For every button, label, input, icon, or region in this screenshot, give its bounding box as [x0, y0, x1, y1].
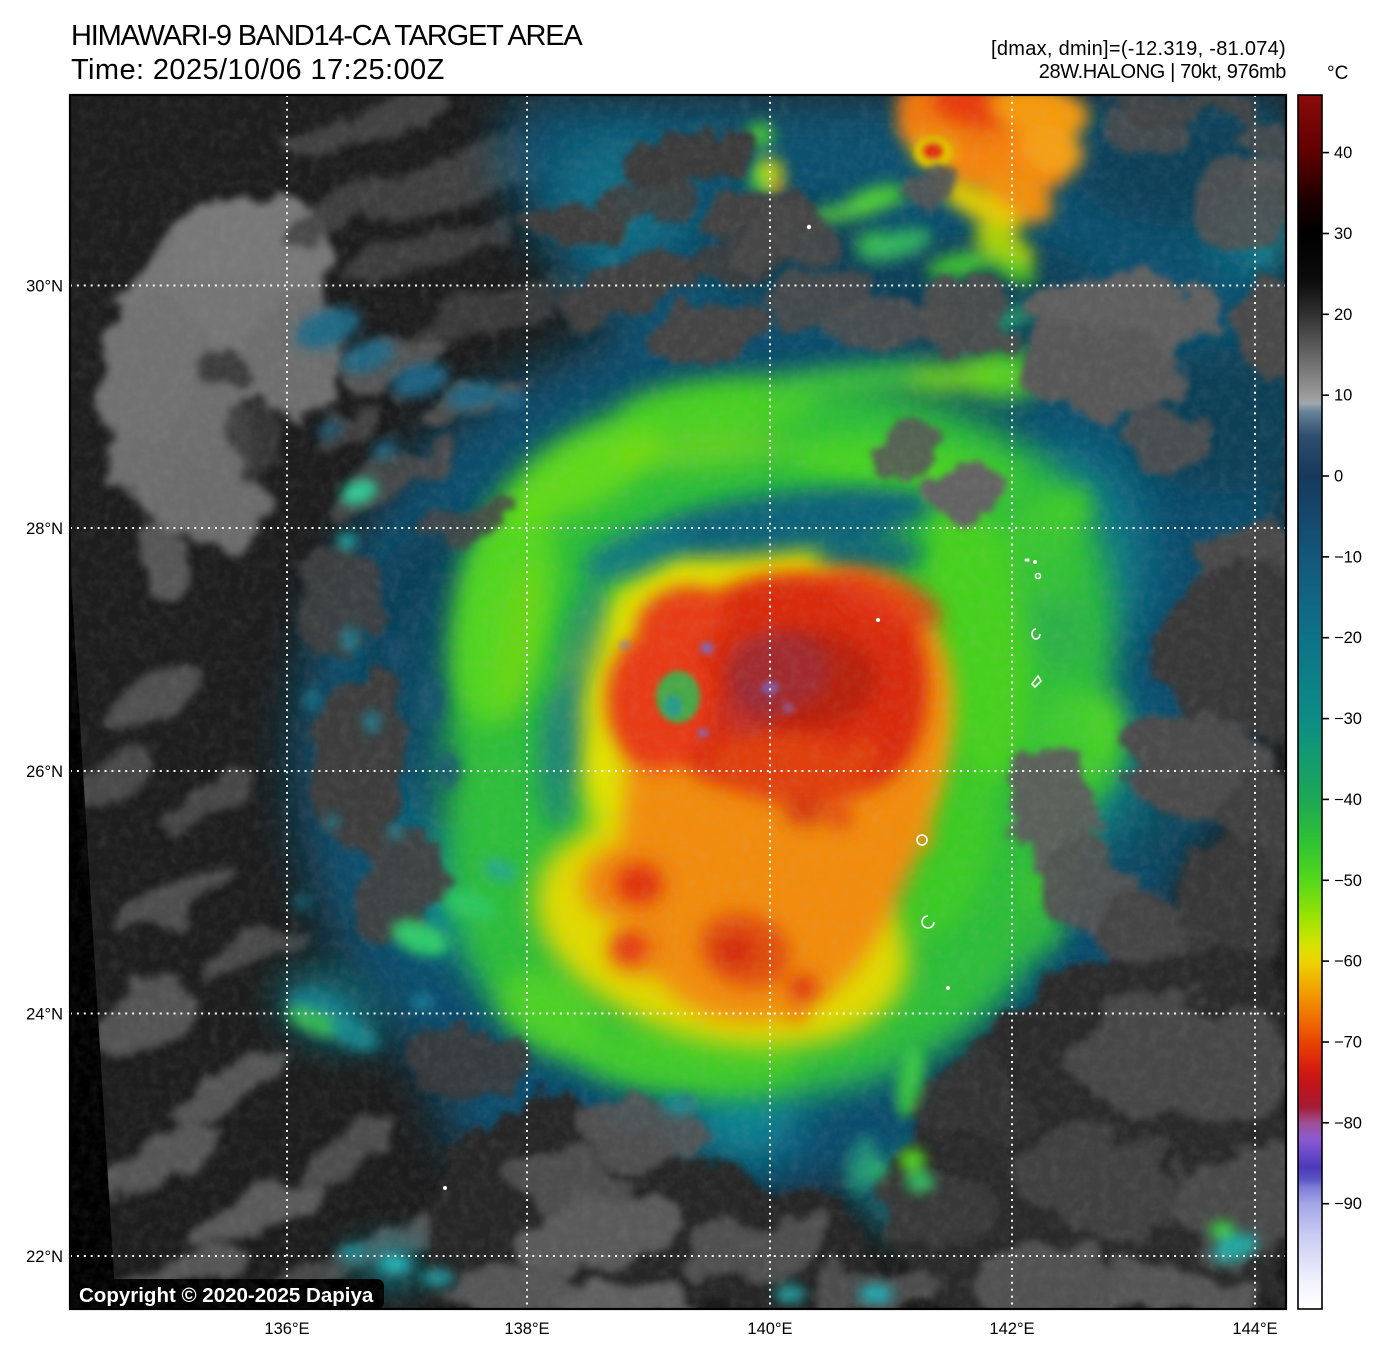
svg-text:−10: −10	[1334, 548, 1362, 566]
svg-text:−80: −80	[1334, 1114, 1362, 1132]
svg-text:28W.HALONG | 70kt, 976mb: 28W.HALONG | 70kt, 976mb	[1039, 61, 1287, 83]
svg-text:26°N: 26°N	[26, 763, 63, 781]
svg-text:136°E: 136°E	[264, 1320, 309, 1338]
svg-text:142°E: 142°E	[989, 1320, 1034, 1338]
svg-text:−70: −70	[1334, 1034, 1362, 1052]
svg-text:−60: −60	[1334, 953, 1362, 971]
svg-text:−20: −20	[1334, 629, 1362, 647]
svg-text:30°N: 30°N	[26, 278, 63, 296]
svg-text:140°E: 140°E	[747, 1320, 792, 1338]
svg-text:−90: −90	[1334, 1195, 1362, 1213]
svg-text:−40: −40	[1334, 791, 1362, 809]
svg-text:22°N: 22°N	[26, 1248, 63, 1266]
svg-text:138°E: 138°E	[504, 1320, 549, 1338]
svg-text:28°N: 28°N	[26, 520, 63, 538]
svg-text:10: 10	[1334, 387, 1352, 405]
svg-text:Time: 2025/10/06 17:25:00Z: Time: 2025/10/06 17:25:00Z	[71, 54, 445, 86]
svg-text:HIMAWARI-9 BAND14-CA TARGET AR: HIMAWARI-9 BAND14-CA TARGET AREA	[71, 20, 583, 52]
svg-text:24°N: 24°N	[26, 1006, 63, 1024]
svg-text:40: 40	[1334, 144, 1352, 162]
svg-text:0: 0	[1334, 468, 1343, 486]
svg-text:30: 30	[1334, 225, 1352, 243]
svg-text:144°E: 144°E	[1232, 1320, 1277, 1338]
svg-text:[dmax, dmin]=(-12.319, -81.074: [dmax, dmin]=(-12.319, -81.074)	[991, 38, 1286, 60]
svg-text:20: 20	[1334, 306, 1352, 324]
svg-text:−50: −50	[1334, 872, 1362, 890]
svg-text:−30: −30	[1334, 710, 1362, 728]
svg-text:°C: °C	[1327, 63, 1348, 84]
